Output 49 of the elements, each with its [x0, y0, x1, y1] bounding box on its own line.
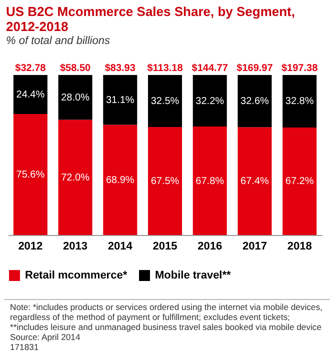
annotation: $169.97 — [236, 63, 274, 74]
data-label: 31.1% — [106, 94, 134, 106]
chart-subtitle: % of total and billions — [5, 34, 111, 47]
bar — [282, 75, 317, 128]
bar — [238, 75, 272, 128]
x-tick-label: 2015 — [152, 240, 178, 252]
bar — [13, 75, 48, 114]
bar — [103, 124, 138, 235]
data-label: 67.4% — [240, 176, 269, 188]
legend-label: Retail mcommerce* — [25, 270, 128, 282]
data-label: 72.0% — [61, 172, 90, 184]
data-label: 32.6% — [240, 96, 269, 108]
data-label: 75.6% — [16, 170, 45, 181]
data-label: 28.0% — [61, 92, 90, 104]
data-label: 67.2% — [285, 176, 314, 188]
bar — [192, 75, 227, 127]
data-label: 67.5% — [150, 176, 180, 187]
bar — [103, 75, 138, 125]
bar — [148, 75, 182, 127]
x-tick-label: 2014 — [108, 240, 134, 252]
x-tick-label: 2012 — [18, 240, 43, 252]
annotation: $83.93 — [104, 63, 136, 74]
x-tick-label: 2017 — [242, 240, 267, 252]
bar — [282, 127, 317, 235]
annotation: $144.77 — [192, 63, 228, 74]
annotation: $32.78 — [15, 63, 46, 74]
text: Note: *includes products or services ordered using the internet via mobile devices, regardless of the method of payment or fulfillment; excludes event tickets; **includes leisure and unmanaged business travel sales booked via mobile device — [10, 302, 324, 332]
chart-title: US B2C Mcommerce Sales Share, by Segment, 2012-2018 — [5, 3, 296, 34]
data-label: 32.8% — [285, 96, 314, 108]
annotation: $197.38 — [281, 63, 318, 74]
bar — [148, 127, 182, 235]
bar — [192, 126, 227, 235]
data-label: 67.8% — [196, 176, 224, 187]
bar — [58, 120, 92, 235]
x-tick-label: 2013 — [63, 240, 88, 252]
source-note: Source: April 2014 — [10, 332, 82, 342]
bar — [238, 127, 272, 235]
bar — [58, 75, 92, 120]
annotation: $113.18 — [147, 63, 184, 74]
x-tick-label: 2016 — [198, 240, 222, 252]
data-label: 32.5% — [150, 96, 180, 107]
annotation: $58.50 — [60, 63, 92, 74]
x-tick-label: 2018 — [287, 240, 312, 252]
data-label: 32.2% — [196, 96, 224, 107]
bar — [13, 114, 48, 235]
data-label: 68.9% — [106, 174, 134, 186]
data-label: 24.4% — [16, 90, 45, 101]
text: 171831 — [10, 342, 40, 352]
legend-label: Mobile travel** — [155, 270, 232, 282]
